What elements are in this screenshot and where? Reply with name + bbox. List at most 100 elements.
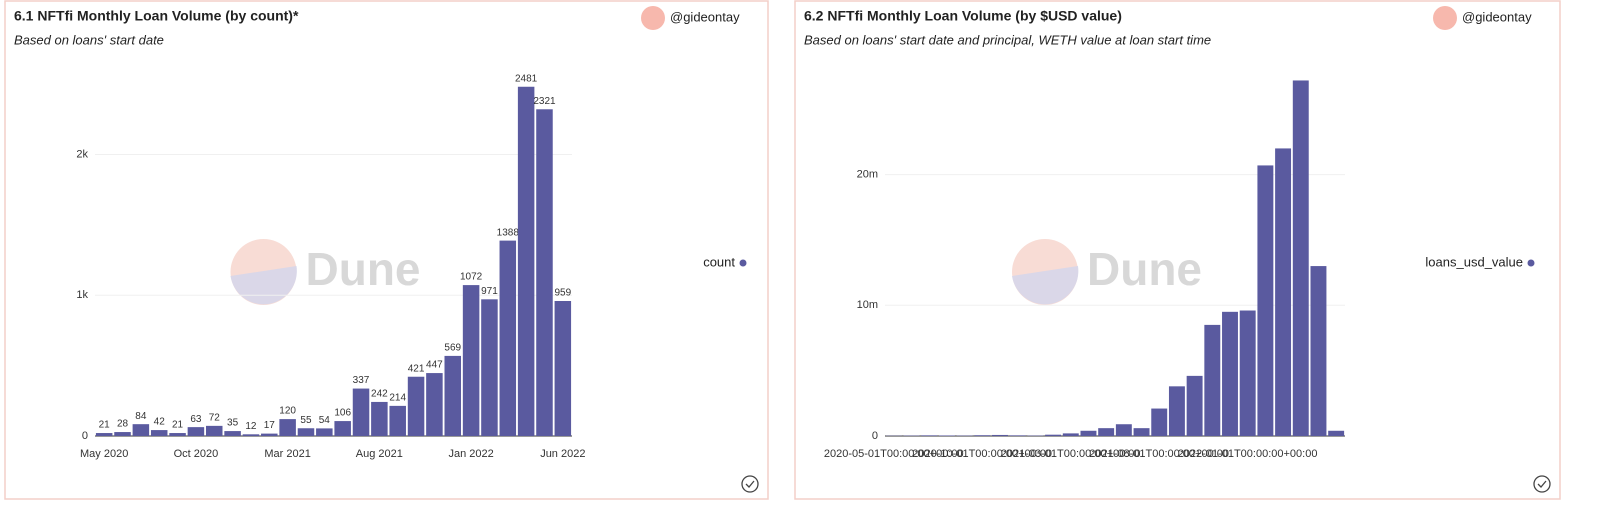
x-tick-label: Jan 2022 bbox=[448, 448, 493, 460]
bar bbox=[1204, 324, 1221, 436]
bar bbox=[1310, 266, 1327, 436]
avatar bbox=[1433, 6, 1457, 30]
check-mark bbox=[1537, 480, 1547, 488]
bar bbox=[481, 299, 498, 436]
check-icon bbox=[1533, 475, 1551, 493]
y-tick-label: 10m bbox=[857, 299, 878, 311]
bar bbox=[1080, 430, 1097, 436]
data-label: 971 bbox=[481, 286, 498, 297]
chart-title: 6.2 NFTfi Monthly Loan Volume (by $USD v… bbox=[804, 8, 1122, 24]
watermark: Dune bbox=[1087, 243, 1202, 295]
data-label: 120 bbox=[279, 406, 296, 417]
bar bbox=[426, 373, 443, 436]
bar bbox=[316, 428, 333, 436]
bar bbox=[1062, 433, 1079, 436]
check-mark bbox=[745, 480, 755, 488]
watermark-logo-part bbox=[1012, 266, 1079, 305]
y-tick-label: 0 bbox=[82, 430, 88, 442]
bar bbox=[1133, 428, 1150, 436]
chart-subtitle: Based on loans' start date bbox=[14, 32, 164, 47]
data-label: 21 bbox=[99, 420, 111, 431]
bar bbox=[1115, 424, 1132, 436]
bar bbox=[1222, 311, 1238, 436]
legend-swatch bbox=[739, 259, 747, 267]
bar bbox=[974, 435, 991, 436]
x-tick-label: May 2020 bbox=[80, 448, 128, 460]
x-tick-label: Oct 2020 bbox=[174, 448, 219, 460]
x-tick-label: Mar 2021 bbox=[264, 448, 310, 460]
data-label: 337 bbox=[353, 375, 370, 386]
x-tick-label: Aug 2021 bbox=[356, 448, 403, 460]
bar bbox=[334, 421, 351, 436]
data-label: 42 bbox=[154, 417, 166, 428]
bar bbox=[407, 376, 425, 436]
bar bbox=[938, 435, 955, 436]
author: @gideontay bbox=[1462, 9, 1532, 24]
x-tick-label: Jun 2022 bbox=[540, 448, 585, 460]
chart-title: 6.1 NFTfi Monthly Loan Volume (by count)… bbox=[14, 8, 299, 24]
bar bbox=[224, 431, 241, 436]
data-label: 17 bbox=[264, 420, 276, 431]
watermark: Dune bbox=[306, 243, 421, 295]
data-label: 54 bbox=[319, 415, 331, 426]
data-label: 84 bbox=[135, 411, 147, 422]
data-label: 35 bbox=[227, 418, 239, 429]
data-label: 21 bbox=[172, 420, 184, 431]
bar bbox=[187, 427, 205, 436]
y-tick-label: 2k bbox=[76, 148, 88, 160]
bar bbox=[114, 432, 131, 436]
data-label: 242 bbox=[371, 389, 388, 400]
bar bbox=[1168, 386, 1185, 436]
bar bbox=[150, 430, 168, 436]
bar bbox=[279, 419, 296, 436]
bar bbox=[205, 425, 223, 436]
legend-label: count bbox=[703, 254, 735, 269]
bar bbox=[1292, 80, 1309, 436]
bar bbox=[1328, 430, 1345, 436]
bar bbox=[444, 355, 462, 436]
bar bbox=[554, 301, 572, 436]
author: @gideontay bbox=[670, 9, 740, 24]
bar bbox=[352, 388, 370, 436]
data-label: 28 bbox=[117, 419, 129, 430]
x-tick-label: 2020-10-01T00:00:00+00:00 bbox=[912, 448, 1052, 460]
bar bbox=[371, 401, 388, 436]
bar bbox=[536, 109, 553, 437]
x-tick-label: 2021-08-01T00:00:00+00:00 bbox=[1089, 448, 1229, 460]
bar bbox=[297, 428, 315, 436]
bar bbox=[1009, 435, 1026, 436]
data-label: 1388 bbox=[497, 227, 520, 238]
data-label: 55 bbox=[300, 415, 312, 426]
data-label: 12 bbox=[245, 421, 257, 432]
bar bbox=[1239, 310, 1256, 436]
check-icon bbox=[741, 475, 759, 493]
bar bbox=[517, 86, 535, 437]
x-tick-label: 2020-05-01T00:00:00+00:00 bbox=[824, 448, 964, 460]
bar bbox=[992, 434, 1008, 436]
data-label: 63 bbox=[190, 414, 202, 425]
data-label: 2321 bbox=[533, 96, 556, 107]
bar bbox=[95, 433, 113, 436]
bar bbox=[1257, 165, 1274, 436]
data-label: 569 bbox=[444, 343, 461, 354]
data-label: 72 bbox=[209, 413, 221, 424]
x-tick-label: 2022-01-01T00:00:00+00:00 bbox=[1178, 448, 1318, 460]
y-tick-label: 0 bbox=[872, 430, 878, 442]
bar bbox=[921, 435, 938, 436]
data-label: 2481 bbox=[515, 73, 538, 84]
bar bbox=[132, 424, 150, 436]
bar bbox=[242, 434, 260, 436]
avatar bbox=[641, 6, 665, 30]
chart-subtitle: Based on loans' start date and principal… bbox=[804, 32, 1211, 47]
data-label: 214 bbox=[389, 393, 406, 404]
legend-swatch bbox=[1527, 259, 1535, 267]
bar bbox=[1151, 408, 1168, 436]
bar bbox=[499, 240, 517, 436]
data-label: 421 bbox=[408, 363, 425, 374]
bar bbox=[169, 433, 186, 436]
data-label: 447 bbox=[426, 360, 443, 371]
bar bbox=[261, 433, 278, 436]
bar bbox=[1045, 434, 1062, 436]
